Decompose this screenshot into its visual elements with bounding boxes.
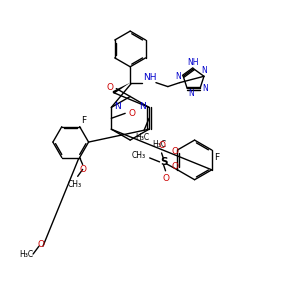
Text: O: O [172,148,178,157]
Text: N: N [139,102,146,111]
Text: H₃C: H₃C [135,133,149,142]
Text: S: S [160,157,167,167]
Text: NH: NH [187,58,198,67]
Text: F: F [214,153,219,162]
Text: N: N [201,66,207,75]
Text: F: F [81,116,86,124]
Text: O: O [158,141,165,150]
Text: N: N [188,89,194,98]
Text: H₃C: H₃C [152,140,166,149]
Text: O: O [79,165,86,174]
Text: O: O [128,109,135,118]
Text: N: N [114,102,121,111]
Text: O: O [162,174,169,183]
Text: O: O [106,83,113,92]
Text: N: N [202,84,208,93]
Text: O: O [38,240,44,249]
Text: H₃C: H₃C [19,250,33,259]
Text: CH₃: CH₃ [68,180,82,189]
Text: CH₃: CH₃ [132,152,146,160]
Text: N: N [176,72,181,81]
Text: NH: NH [143,73,157,82]
Polygon shape [112,82,130,94]
Text: O: O [172,162,178,171]
